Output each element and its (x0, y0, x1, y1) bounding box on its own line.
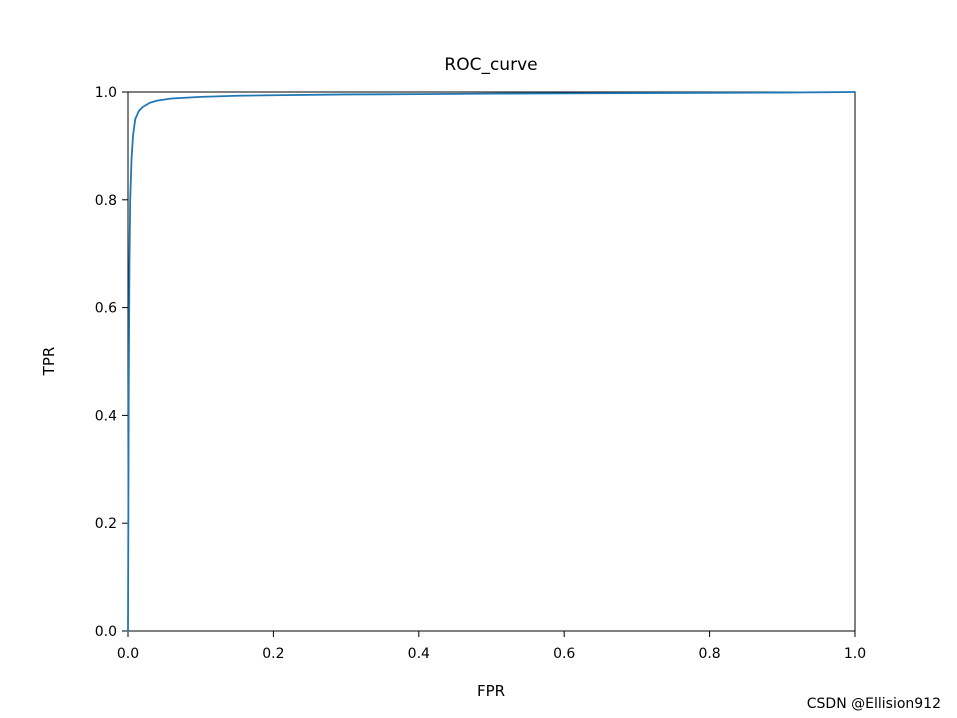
x-tick-label: 0.0 (117, 646, 139, 662)
plot-area-spines (127, 91, 856, 632)
roc-curve-line (127, 91, 856, 632)
y-tick-label: 0.6 (95, 301, 117, 317)
x-tick-label: 0.2 (262, 646, 284, 662)
y-axis-label: TPR (40, 347, 58, 377)
y-tick-label: 1.0 (95, 85, 117, 101)
y-tick-label: 0.0 (95, 624, 117, 640)
y-tick-label: 0.8 (95, 193, 117, 209)
y-tick-label: 0.2 (95, 516, 117, 532)
x-tick-label: 0.6 (553, 646, 575, 662)
chart-title: ROC_curve (444, 55, 537, 75)
x-tick-label: 0.8 (698, 646, 720, 662)
watermark: CSDN @Ellision912 (807, 696, 941, 712)
y-tick-label: 0.4 (95, 408, 117, 424)
axis-ticks: 0.0 0.2 0.4 0.6 0.8 1.0 0.0 0.2 0.4 0.6 0.8 1.0 (95, 85, 866, 662)
x-tick-label: 1.0 (844, 646, 866, 662)
x-tick-label: 0.4 (408, 646, 430, 662)
x-axis-label: FPR (477, 682, 505, 700)
